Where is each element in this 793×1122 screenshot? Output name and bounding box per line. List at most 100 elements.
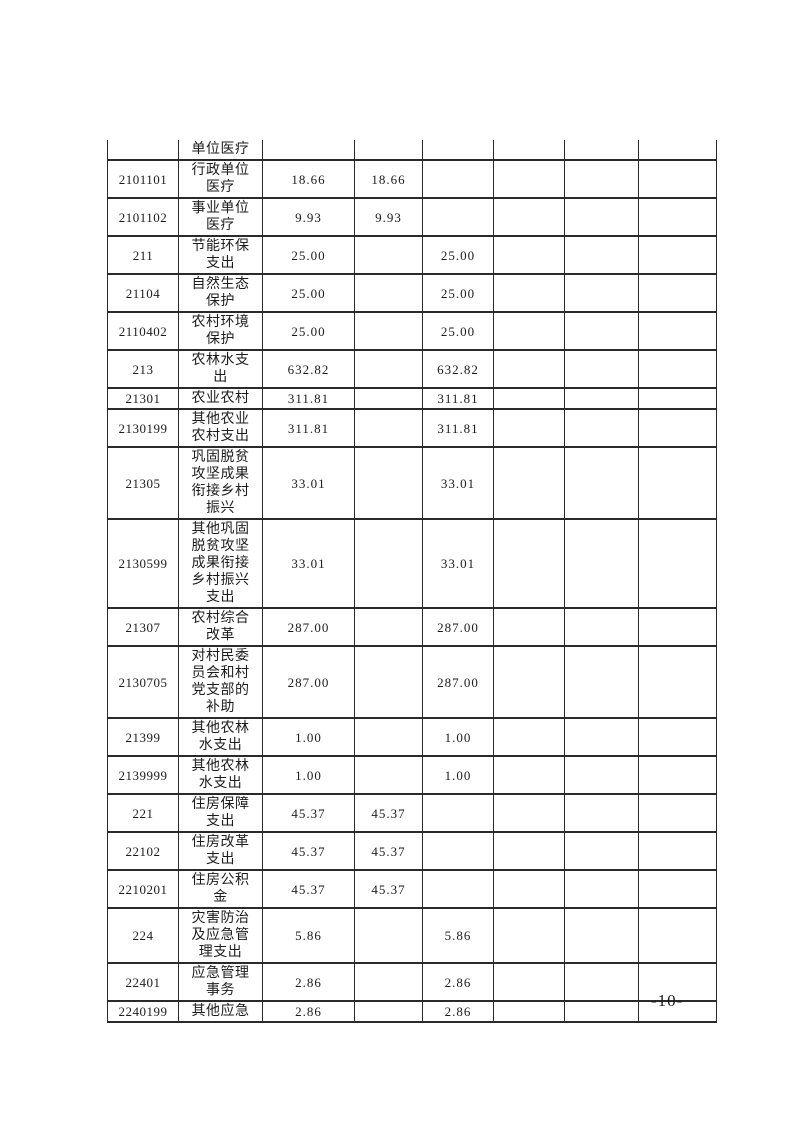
value-cell: 45.37 (262, 869, 355, 909)
value-cell (638, 159, 717, 199)
value-cell (638, 273, 717, 313)
code-cell: 211 (107, 235, 179, 275)
table-row: 21104 自然生态 保护 25.00 25.00 (107, 273, 717, 313)
value-cell (564, 645, 639, 719)
value-cell: 25.00 (262, 235, 355, 275)
value-cell: 287.00 (422, 607, 494, 647)
value-cell (564, 869, 639, 909)
code-cell: 221 (107, 793, 179, 833)
value-cell: 2.86 (262, 1000, 355, 1023)
code-cell: 21104 (107, 273, 179, 313)
value-cell (493, 907, 565, 964)
name-cell: 自然生态 保护 (178, 273, 263, 313)
value-cell (422, 159, 494, 199)
value-cell (422, 831, 494, 871)
code-cell: 2101102 (107, 197, 179, 237)
value-cell (638, 717, 717, 757)
value-cell: 311.81 (262, 387, 355, 410)
value-cell (354, 717, 423, 757)
value-cell (354, 446, 423, 520)
value-cell (493, 607, 565, 647)
name-cell: 住房改革 支出 (178, 831, 263, 871)
value-cell (638, 518, 717, 609)
value-cell: 18.66 (262, 159, 355, 199)
value-cell (564, 408, 639, 448)
value-cell (564, 793, 639, 833)
table-row: 22102 住房改革 支出 45.37 45.37 (107, 831, 717, 871)
value-cell (638, 907, 717, 964)
value-cell: 18.66 (354, 159, 423, 199)
table-row: 21305 巩固脱贫 攻坚成果 衔接乡村 振兴 33.01 33.01 (107, 446, 717, 520)
value-cell (354, 273, 423, 313)
value-cell (493, 717, 565, 757)
value-cell (354, 408, 423, 448)
value-cell: 2.86 (422, 962, 494, 1002)
code-cell: 2139999 (107, 755, 179, 795)
value-cell: 33.01 (422, 446, 494, 520)
value-cell (638, 387, 717, 410)
table-row: 2110402 农村环境 保护 25.00 25.00 (107, 311, 717, 351)
value-cell: 9.93 (354, 197, 423, 237)
value-cell: 25.00 (262, 311, 355, 351)
value-cell (493, 197, 565, 237)
value-cell (493, 273, 565, 313)
code-cell: 21305 (107, 446, 179, 520)
value-cell: 287.00 (422, 645, 494, 719)
value-cell: 33.01 (262, 446, 355, 520)
code-cell: 213 (107, 349, 179, 389)
budget-table-body: 单位医疗 2101101 行政单位 医疗 18.66 18.66 2101102 事业单位 … (107, 140, 717, 1023)
value-cell (564, 387, 639, 410)
name-cell: 农村环境 保护 (178, 311, 263, 351)
value-cell (493, 408, 565, 448)
value-cell (493, 518, 565, 609)
value-cell (564, 518, 639, 609)
table-row: 22401 应急管理 事务 2.86 2.86 (107, 962, 717, 1002)
table-row: 21307 农村综合 改革 287.00 287.00 (107, 607, 717, 647)
value-cell (638, 869, 717, 909)
value-cell (564, 962, 639, 1002)
value-cell (354, 311, 423, 351)
name-cell: 行政单位 医疗 (178, 159, 263, 199)
table-row: 2210201 住房公积 金 45.37 45.37 (107, 869, 717, 909)
value-cell (638, 962, 717, 1002)
name-cell: 灾害防治 及应急管 理支出 (178, 907, 263, 964)
value-cell (564, 311, 639, 351)
value-cell: 311.81 (422, 408, 494, 448)
value-cell (564, 831, 639, 871)
value-cell: 2.86 (422, 1000, 494, 1023)
value-cell (638, 311, 717, 351)
value-cell: 25.00 (262, 273, 355, 313)
table-row: 2130199 其他农业 农村支出 311.81 311.81 (107, 408, 717, 448)
value-cell (354, 235, 423, 275)
value-cell (564, 235, 639, 275)
name-cell: 其他巩固 脱贫攻坚 成果衔接 乡村振兴 支出 (178, 518, 263, 609)
value-cell (422, 197, 494, 237)
code-cell: 2110402 (107, 311, 179, 351)
value-cell (564, 197, 639, 237)
value-cell (354, 140, 423, 161)
value-cell (638, 831, 717, 871)
table-row: 2139999 其他农林 水支出 1.00 1.00 (107, 755, 717, 795)
value-cell (638, 140, 717, 161)
value-cell (354, 962, 423, 1002)
value-cell (354, 907, 423, 964)
value-cell (493, 140, 565, 161)
code-cell: 2101101 (107, 159, 179, 199)
name-cell: 农林水支 出 (178, 349, 263, 389)
code-cell: 2130199 (107, 408, 179, 448)
name-cell: 单位医疗 (178, 140, 263, 161)
name-cell: 农村综合 改革 (178, 607, 263, 647)
value-cell (564, 349, 639, 389)
name-cell: 其他农业 农村支出 (178, 408, 263, 448)
value-cell (354, 607, 423, 647)
table-row: 2130599 其他巩固 脱贫攻坚 成果衔接 乡村振兴 支出 33.01 33.01 (107, 518, 717, 609)
code-cell: 22102 (107, 831, 179, 871)
table-row: 224 灾害防治 及应急管 理支出 5.86 5.86 (107, 907, 717, 964)
value-cell: 45.37 (354, 831, 423, 871)
value-cell (564, 717, 639, 757)
table-row: 21301 农业农村 311.81 311.81 (107, 387, 717, 410)
page-number: -10- (651, 991, 684, 1010)
value-cell (564, 1000, 639, 1023)
value-cell: 311.81 (422, 387, 494, 410)
value-cell (493, 159, 565, 199)
